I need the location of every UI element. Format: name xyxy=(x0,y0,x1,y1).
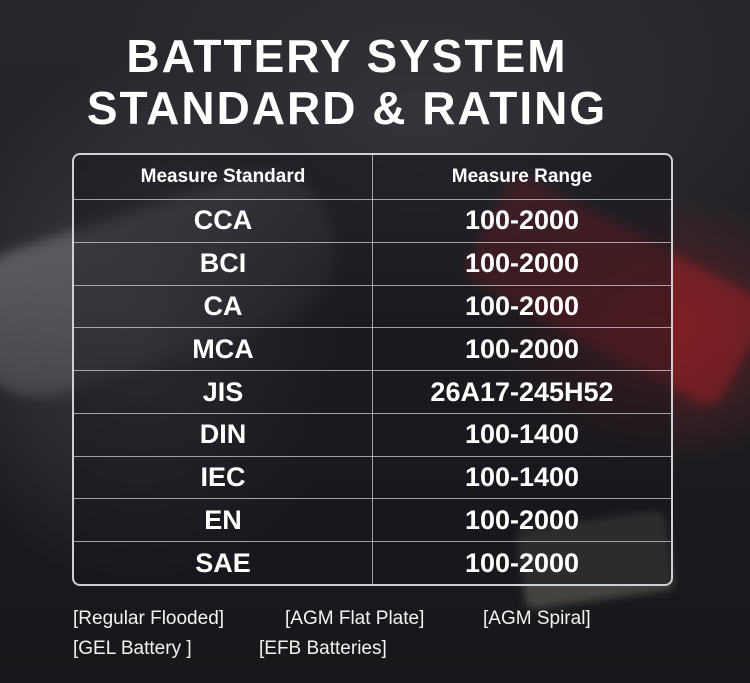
battery-type-label: [GEL Battery ] xyxy=(73,638,192,659)
battery-type-label: [Regular Flooded] xyxy=(73,608,225,629)
standard-cell: DIN xyxy=(74,413,373,457)
standard-cell: CCA xyxy=(74,199,373,243)
table-row: DIN 100-1400 xyxy=(74,413,671,457)
range-cell: 100-1400 xyxy=(372,413,671,457)
range-cell: 100-2000 xyxy=(372,285,671,329)
table-row: MCA 100-2000 xyxy=(74,327,671,372)
range-cell: 100-2000 xyxy=(464,547,580,578)
range-cell: 100-2000 xyxy=(372,327,671,372)
standard-cell: IEC xyxy=(74,456,373,500)
table-header-row: Measure Standard Measure Range xyxy=(74,155,671,200)
battery-type-label: [AGM Flat Plate] xyxy=(285,608,425,629)
table-row: IEC 100-1400 xyxy=(74,456,671,500)
range-cell: 100-1400 xyxy=(372,456,671,500)
table-row: SAE 100-2000 xyxy=(74,541,671,584)
table-row: EN 100-2000 xyxy=(74,498,671,543)
battery-type-label: [EFB Batteries] xyxy=(259,638,387,659)
rating-table: Measure Standard Measure Range CCA 100-2… xyxy=(72,153,673,586)
table-row: JIS 26A17-245H52 xyxy=(74,370,671,414)
table-row: BCI 100-2000 xyxy=(74,242,671,286)
battery-types-line-1: [Regular Flooded] [AGM Flat Plate] [AGM Sp… xyxy=(73,604,591,634)
battery-types-list: [Regular Flooded] [AGM Flat Plate] [AGM Sp… xyxy=(73,604,591,664)
range-cell: 100-2000 xyxy=(372,498,671,543)
range-cell: 100-2000 xyxy=(372,242,671,286)
table-row: CA 100-2000 xyxy=(74,285,671,329)
standard-cell: BCI xyxy=(74,242,373,286)
standard-cell: SAE xyxy=(74,541,373,584)
page-title: BATTERY SYSTEM STANDARD & RATING xyxy=(0,30,750,134)
standard-cell: EN xyxy=(74,498,373,543)
standard-cell: JIS xyxy=(74,370,373,414)
battery-types-line-2: [GEL Battery ] [EFB Batteries] xyxy=(73,634,591,664)
column-header-range: Measure Range xyxy=(372,155,671,200)
title-line-1: BATTERY SYSTEM xyxy=(126,30,568,82)
title-line-2: STANDARD & RATING xyxy=(86,82,608,134)
range-cell: 100-2000 xyxy=(372,199,671,243)
standard-cell: CA xyxy=(74,285,373,329)
standard-cell: MCA xyxy=(74,327,373,372)
table-row: CCA 100-2000 xyxy=(74,199,671,243)
range-cell: 26A17-245H52 xyxy=(372,370,671,414)
column-header-standard: Measure Standard xyxy=(74,155,373,200)
battery-type-label: [AGM Spiral] xyxy=(483,608,591,629)
